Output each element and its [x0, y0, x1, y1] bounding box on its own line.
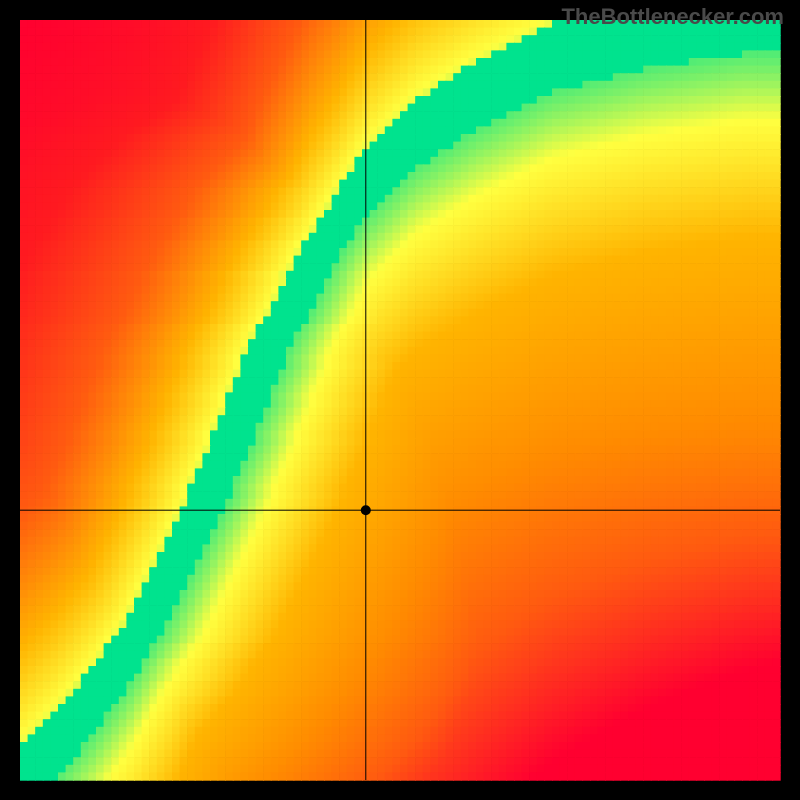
chart-container: TheBottlenecker.com: [0, 0, 800, 800]
bottleneck-heatmap: [0, 0, 800, 800]
attribution-label: TheBottlenecker.com: [561, 4, 784, 30]
